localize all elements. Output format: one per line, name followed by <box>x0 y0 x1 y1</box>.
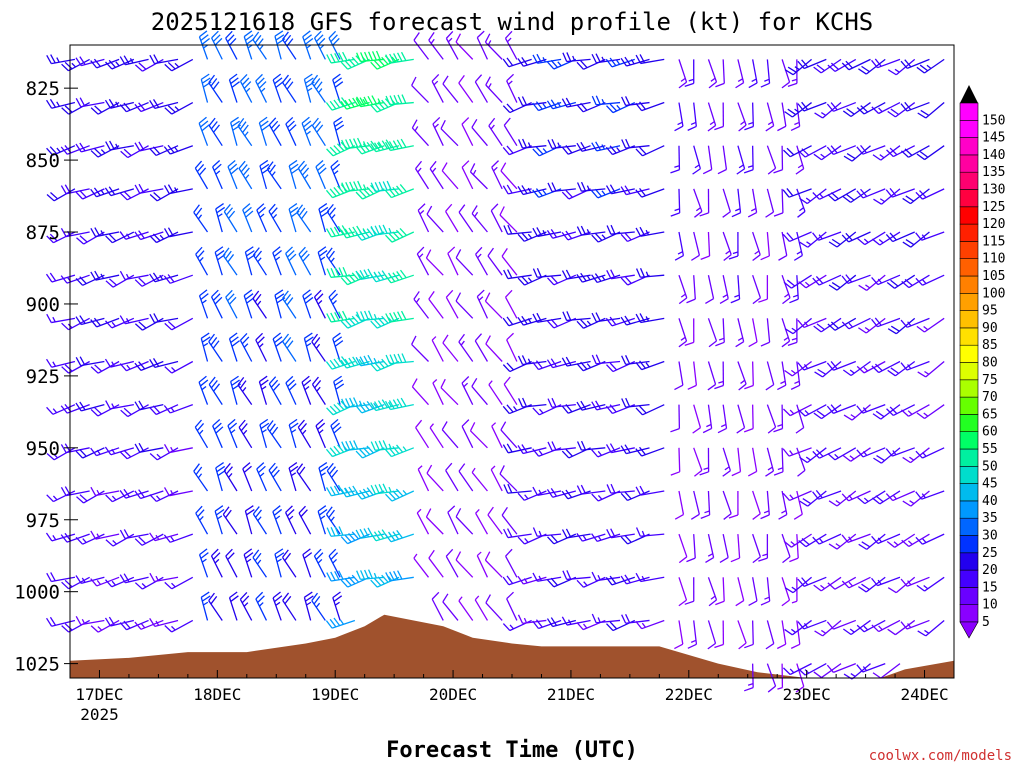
y-tick-label: 925 <box>26 366 60 388</box>
colorbar-label: 145 <box>982 131 1005 146</box>
colorbar-label: 75 <box>982 373 998 388</box>
x-tick-label: 20DEC <box>429 685 477 704</box>
colorbar-label: 140 <box>982 148 1005 163</box>
colorbar-swatch <box>960 432 978 449</box>
colorbar-label: 130 <box>982 183 1005 198</box>
colorbar-swatch <box>960 553 978 570</box>
colorbar-label: 10 <box>982 598 998 613</box>
colorbar-swatch <box>960 605 978 622</box>
colorbar-swatch <box>960 241 978 258</box>
colorbar-swatch <box>960 484 978 501</box>
colorbar-label: 65 <box>982 407 998 422</box>
colorbar-label: 135 <box>982 165 1005 180</box>
x-axis-label: Forecast Time (UTC) <box>386 738 638 763</box>
x-tick-label: 22DEC <box>665 685 713 704</box>
colorbar-swatch <box>960 518 978 535</box>
colorbar-swatch <box>960 224 978 241</box>
colorbar-label: 45 <box>982 477 998 492</box>
colorbar-swatch <box>960 138 978 155</box>
x-tick-label: 18DEC <box>193 685 241 704</box>
y-tick-label: 1000 <box>14 582 60 604</box>
colorbar-label: 110 <box>982 252 1005 267</box>
colorbar-swatch <box>960 276 978 293</box>
colorbar-label: 20 <box>982 563 998 578</box>
x-tick-label: 21DEC <box>547 685 595 704</box>
colorbar-swatch <box>960 155 978 172</box>
colorbar-swatch <box>960 570 978 587</box>
colorbar-swatch <box>960 328 978 345</box>
colorbar-swatch <box>960 587 978 604</box>
colorbar-label: 60 <box>982 425 998 440</box>
x-tick-label: 17DEC <box>75 685 123 704</box>
colorbar-swatch <box>960 397 978 414</box>
colorbar-swatch <box>960 293 978 310</box>
x-tick-label: 23DEC <box>783 685 831 704</box>
colorbar-swatch <box>960 207 978 224</box>
x-tick-sublabel: 2025 <box>80 705 119 724</box>
colorbar-label: 25 <box>982 546 998 561</box>
colorbar-label: 15 <box>982 580 998 595</box>
colorbar-label: 80 <box>982 356 998 371</box>
colorbar-label: 85 <box>982 338 998 353</box>
y-tick-label: 850 <box>26 150 60 172</box>
colorbar-label: 105 <box>982 269 1005 284</box>
x-tick-label: 24DEC <box>900 685 948 704</box>
colorbar-label: 100 <box>982 286 1005 301</box>
colorbar-swatch <box>960 120 978 137</box>
colorbar-swatch <box>960 190 978 207</box>
y-tick-label: 975 <box>26 510 60 532</box>
colorbar-swatch <box>960 363 978 380</box>
colorbar-swatch <box>960 259 978 276</box>
colorbar-swatch <box>960 414 978 431</box>
colorbar-label: 50 <box>982 459 998 474</box>
colorbar-swatch <box>960 103 978 120</box>
colorbar-label: 150 <box>982 113 1005 128</box>
colorbar-label: 120 <box>982 217 1005 232</box>
colorbar-swatch <box>960 345 978 362</box>
attribution: coolwx.com/models <box>869 748 1012 764</box>
y-tick-label: 1025 <box>14 654 60 676</box>
colorbar-label: 70 <box>982 390 998 405</box>
colorbar-swatch <box>960 466 978 483</box>
colorbar-swatch <box>960 311 978 328</box>
x-tick-label: 19DEC <box>311 685 359 704</box>
colorbar-label: 115 <box>982 234 1005 249</box>
y-tick-label: 950 <box>26 438 60 460</box>
y-tick-label: 825 <box>26 78 60 100</box>
colorbar-swatch <box>960 501 978 518</box>
colorbar-label: 125 <box>982 200 1005 215</box>
y-tick-label: 875 <box>26 222 60 244</box>
colorbar-label: 55 <box>982 442 998 457</box>
colorbar-label: 35 <box>982 511 998 526</box>
colorbar-swatch <box>960 536 978 553</box>
colorbar-label: 90 <box>982 321 998 336</box>
colorbar-swatch <box>960 449 978 466</box>
colorbar-label: 5 <box>982 615 990 630</box>
y-tick-label: 900 <box>26 294 60 316</box>
colorbar-swatch <box>960 380 978 397</box>
colorbar-swatch <box>960 172 978 189</box>
colorbar-label: 30 <box>982 529 998 544</box>
colorbar-label: 95 <box>982 304 998 319</box>
colorbar-label: 40 <box>982 494 998 509</box>
